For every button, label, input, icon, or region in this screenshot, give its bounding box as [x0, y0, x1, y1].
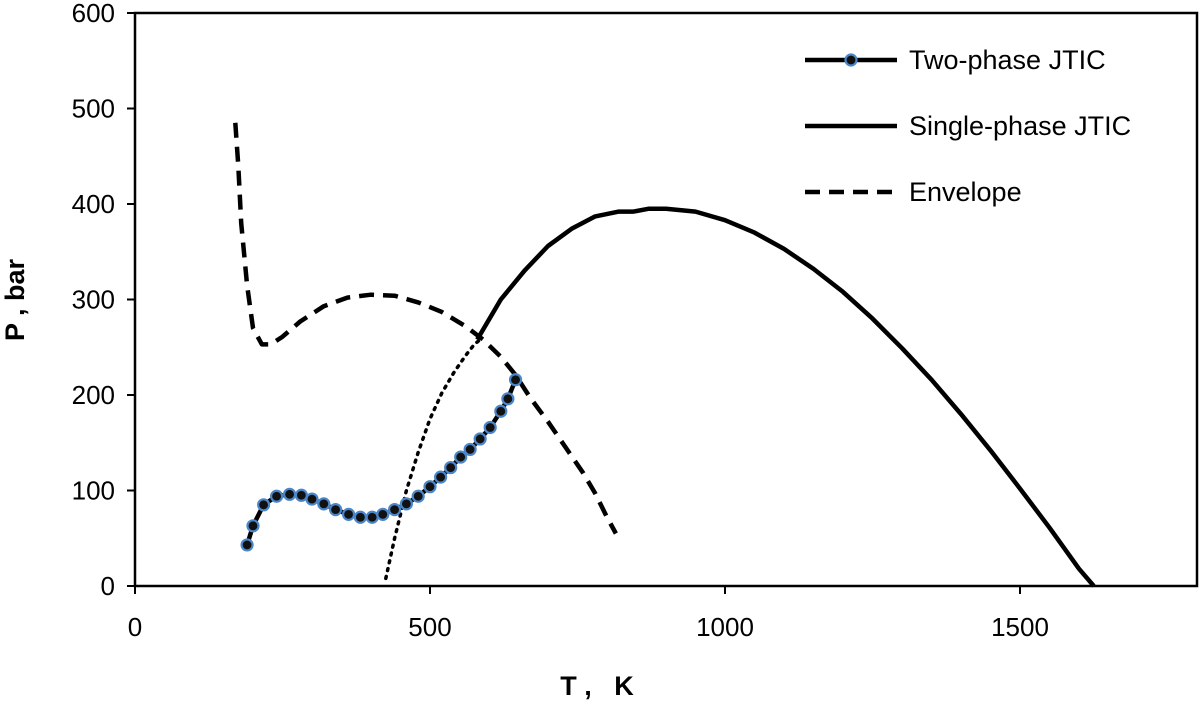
data-point-marker — [305, 492, 319, 506]
plot-area — [133, 11, 1199, 588]
data-point-marker — [353, 510, 367, 524]
y-tick-label: 0 — [101, 571, 115, 601]
legend-label-two-phase-jtic: Two-phase JTIC — [909, 45, 1106, 75]
x-tick-label: 0 — [128, 612, 142, 642]
data-point-marker — [501, 392, 515, 406]
data-point-marker — [454, 450, 468, 464]
data-point-marker — [483, 420, 497, 435]
y-tick-label: 200 — [72, 380, 115, 410]
x-tick-label: 1000 — [696, 612, 754, 642]
data-point-marker — [365, 510, 379, 524]
x-axis-ticks: 0 500 1000 1500 — [128, 586, 1049, 642]
y-tick-label: 100 — [72, 476, 115, 506]
data-point-marker — [434, 470, 448, 484]
series-line-dotted-connector — [384, 337, 482, 581]
y-axis-ticks: 0 100 200 300 400 500 600 — [72, 0, 135, 601]
data-point-marker — [411, 489, 425, 503]
series-line-single-phase-jtic — [475, 206, 1096, 588]
y-axis-title: P , bar — [0, 258, 30, 341]
y-tick-label: 300 — [72, 285, 115, 315]
legend-label-single-phase-jtic: Single-phase JTIC — [909, 111, 1131, 141]
data-point-marker — [240, 538, 254, 552]
data-point-marker — [473, 432, 487, 446]
data-point-marker — [294, 488, 308, 502]
data-point-marker — [317, 497, 331, 511]
data-point-marker — [341, 507, 356, 521]
x-tick-label: 500 — [408, 612, 451, 642]
data-point-marker — [329, 503, 343, 517]
data-point-marker — [423, 480, 437, 494]
data-point-marker — [508, 373, 523, 387]
y-tick-label: 600 — [72, 0, 115, 28]
data-point-marker — [270, 489, 284, 503]
x-axis-title: T , K — [560, 671, 634, 701]
y-tick-label: 400 — [72, 189, 115, 219]
marker-layer — [240, 373, 523, 552]
x-tick-label: 1500 — [991, 612, 1049, 642]
series-line-envelope — [233, 122, 618, 535]
data-point-marker — [463, 442, 477, 457]
data-point-marker — [246, 519, 260, 533]
data-point-marker — [494, 404, 508, 418]
data-point-marker — [399, 497, 413, 511]
y-tick-label: 500 — [72, 94, 115, 124]
data-point-marker — [388, 503, 402, 517]
legend: Two-phase JTIC Single-phase JTIC Envelope — [805, 45, 1131, 207]
data-point-marker — [282, 487, 297, 501]
data-point-marker — [257, 498, 271, 512]
legend-label-envelope: Envelope — [909, 177, 1022, 207]
data-point-marker — [444, 460, 458, 475]
data-point-marker — [376, 507, 390, 521]
legend-marker — [844, 53, 858, 67]
